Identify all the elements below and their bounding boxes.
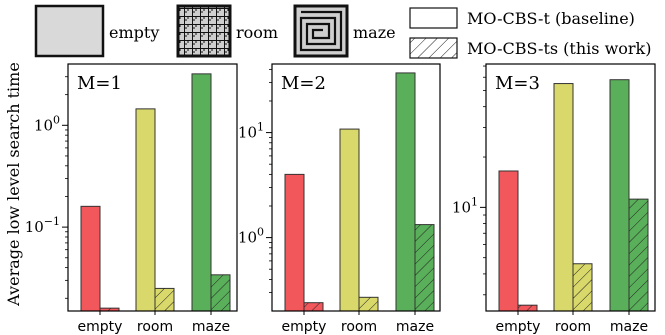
plot-frame — [67, 63, 238, 312]
bar-room-baseline — [135, 108, 156, 312]
y-ticks: 10−1 100 — [25, 76, 68, 299]
bar-room-this-work-hatch — [573, 263, 592, 311]
bars-group — [498, 79, 649, 312]
bar-room-baseline — [553, 83, 574, 312]
x-tick-label-maze: maze — [610, 319, 648, 335]
room-map-icon — [176, 4, 232, 58]
y-tick-label: 101 — [452, 195, 478, 216]
x-tick-label-maze: maze — [192, 319, 230, 335]
bars-group — [80, 73, 231, 312]
legend-item-room: room — [176, 4, 278, 58]
bar-empty-this-work-hatch — [304, 302, 323, 311]
x-tick-label-room: room — [555, 319, 591, 335]
baseline-swatch — [409, 7, 458, 29]
maze-map-icon — [293, 4, 349, 58]
bars-group — [284, 72, 435, 312]
y-tick-label: 100 — [34, 113, 60, 134]
bar-maze-this-work-hatch — [211, 274, 230, 311]
y-tick-exponent: 1 — [257, 121, 264, 134]
legend-item-maze: maze — [293, 4, 396, 58]
bar-empty-baseline — [80, 205, 101, 312]
x-tick-label-room: room — [137, 319, 173, 335]
legend-label-baseline: MO-CBS-t (baseline) — [467, 9, 635, 28]
x-tick-label-empty: empty — [496, 319, 541, 335]
panel-annotation: M=3 — [495, 73, 540, 94]
legend-item-baseline: MO-CBS-t (baseline) — [409, 7, 635, 29]
y-tick-exponent: 1 — [471, 195, 478, 208]
method-legend: MO-CBS-t (baseline) MO-CBS-ts (this work… — [409, 7, 651, 59]
x-tick-label-empty: empty — [78, 319, 123, 335]
y-ticks: 101 — [452, 65, 486, 296]
bar-maze-baseline — [191, 73, 212, 312]
y-axis-label: Average low level search time — [4, 62, 23, 307]
legend-label-this-work: MO-CBS-ts (this work) — [467, 39, 651, 58]
empty-map-icon — [34, 4, 105, 58]
x-tick-label-empty: empty — [282, 319, 327, 335]
panel-3: 101 empty room maze M=3 — [452, 63, 656, 335]
bar-room-this-work-hatch — [155, 288, 174, 311]
map-legend: empty room maze — [34, 4, 396, 58]
bar-empty-baseline — [498, 170, 519, 312]
this-work-swatch — [409, 37, 458, 59]
bar-maze-baseline — [395, 72, 416, 312]
plot-frame — [485, 63, 656, 312]
panel-1: 10−1 100 empty room maze M=1 — [25, 63, 238, 335]
panel-annotation: M=2 — [281, 73, 326, 94]
bar-empty-this-work-hatch — [100, 308, 119, 311]
legend-label-room: room — [236, 23, 278, 42]
legend-item-this-work: MO-CBS-ts (this work) — [409, 37, 651, 59]
bar-empty-this-work-hatch — [518, 305, 537, 311]
panel-2: 100 101 empty room maze M=2 — [238, 63, 441, 335]
bar-room-baseline — [339, 128, 360, 312]
panel-annotation: M=1 — [77, 73, 122, 94]
bar-maze-this-work-hatch — [415, 224, 434, 311]
bar-room-this-work-hatch — [359, 297, 378, 311]
bar-maze-baseline — [609, 79, 630, 312]
y-tick-label: 101 — [238, 121, 264, 142]
x-tick-label-maze: maze — [396, 319, 434, 335]
plot-frame — [271, 63, 441, 312]
legend-item-empty: empty — [34, 4, 159, 58]
y-tick-label: 10−1 — [25, 215, 60, 236]
legend-label-empty: empty — [109, 23, 159, 42]
y-tick-label: 100 — [238, 226, 264, 247]
y-tick-exponent: 0 — [257, 226, 264, 239]
bar-maze-this-work-hatch — [629, 199, 648, 311]
y-tick-exponent: 0 — [53, 113, 60, 126]
x-tick-label-room: room — [341, 319, 377, 335]
bar-empty-baseline — [284, 173, 305, 312]
y-ticks: 100 101 — [238, 68, 272, 293]
legend-label-maze: maze — [353, 23, 396, 42]
y-tick-exponent: −1 — [44, 215, 60, 228]
